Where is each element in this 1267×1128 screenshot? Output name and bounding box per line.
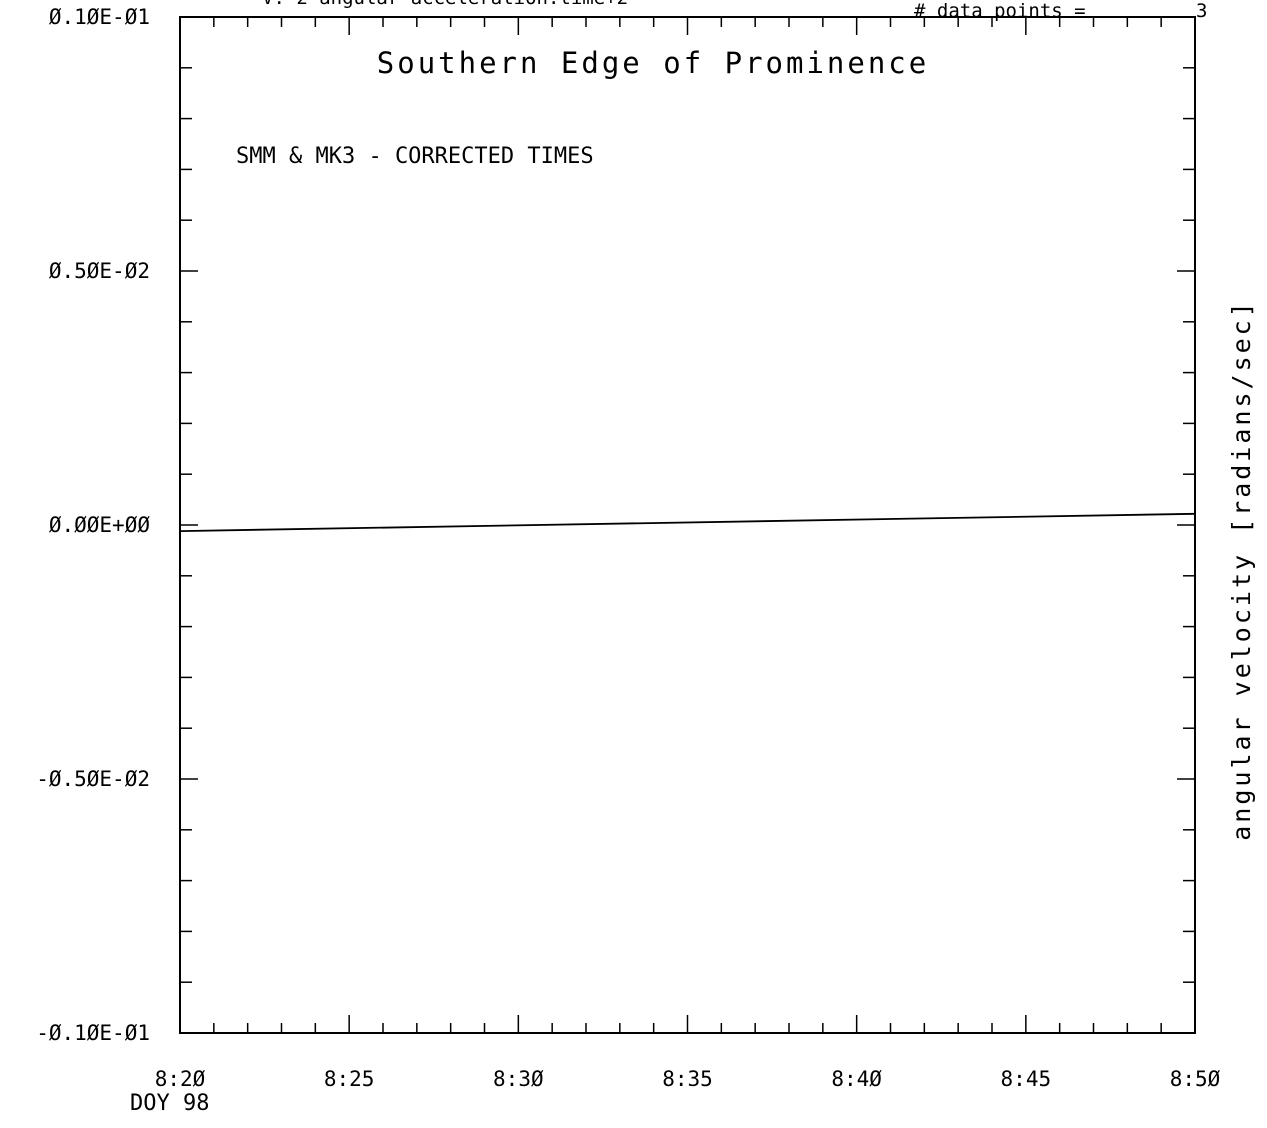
x-tick-label: 8:35 xyxy=(662,1067,713,1091)
chart-annotation: SMM & MK3 - CORRECTED TIMES xyxy=(236,144,594,169)
y-tick-labels: Ø.1ØE-Ø1 Ø.5ØE-Ø2 Ø.ØØE+ØØ -Ø.5ØE-Ø2 -Ø.1ØE-… xyxy=(36,5,150,1045)
x-tick-label: 8:4Ø xyxy=(831,1067,882,1091)
x-tick-label: 8:45 xyxy=(1001,1067,1052,1091)
x-axis-label: DOY 98 xyxy=(130,1091,209,1116)
data-points-count: 3 xyxy=(1196,0,1207,22)
x-tick-label: 8:2Ø xyxy=(155,1067,206,1091)
top-left-caption: V. 2 angular acceleration.time+2 xyxy=(262,0,628,9)
plot-frame xyxy=(179,16,1196,1034)
series-line xyxy=(179,512,1196,532)
series-group xyxy=(179,512,1196,532)
y-tick-label: -Ø.5ØE-Ø2 xyxy=(36,767,150,791)
y-tick-label: Ø.ØØE+ØØ xyxy=(49,513,151,537)
x-tick-label: 8:3Ø xyxy=(493,1067,544,1091)
y-tick-label: Ø.1ØE-Ø1 xyxy=(49,5,150,29)
y-tick-label: -Ø.1ØE-Ø1 xyxy=(36,1021,150,1045)
y-axis-label: angular velocity [radians/sec] xyxy=(1227,299,1256,841)
chart-title: Southern Edge of Prominence xyxy=(377,46,929,80)
x-tick-label: 8:5Ø xyxy=(1170,1067,1221,1091)
y-tick-label: Ø.5ØE-Ø2 xyxy=(49,259,150,283)
axis-ticks xyxy=(179,16,1196,1034)
x-tick-labels: 8:2Ø 8:25 8:3Ø 8:35 8:4Ø 8:45 8:5Ø xyxy=(155,1067,1221,1091)
x-tick-label: 8:25 xyxy=(324,1067,375,1091)
